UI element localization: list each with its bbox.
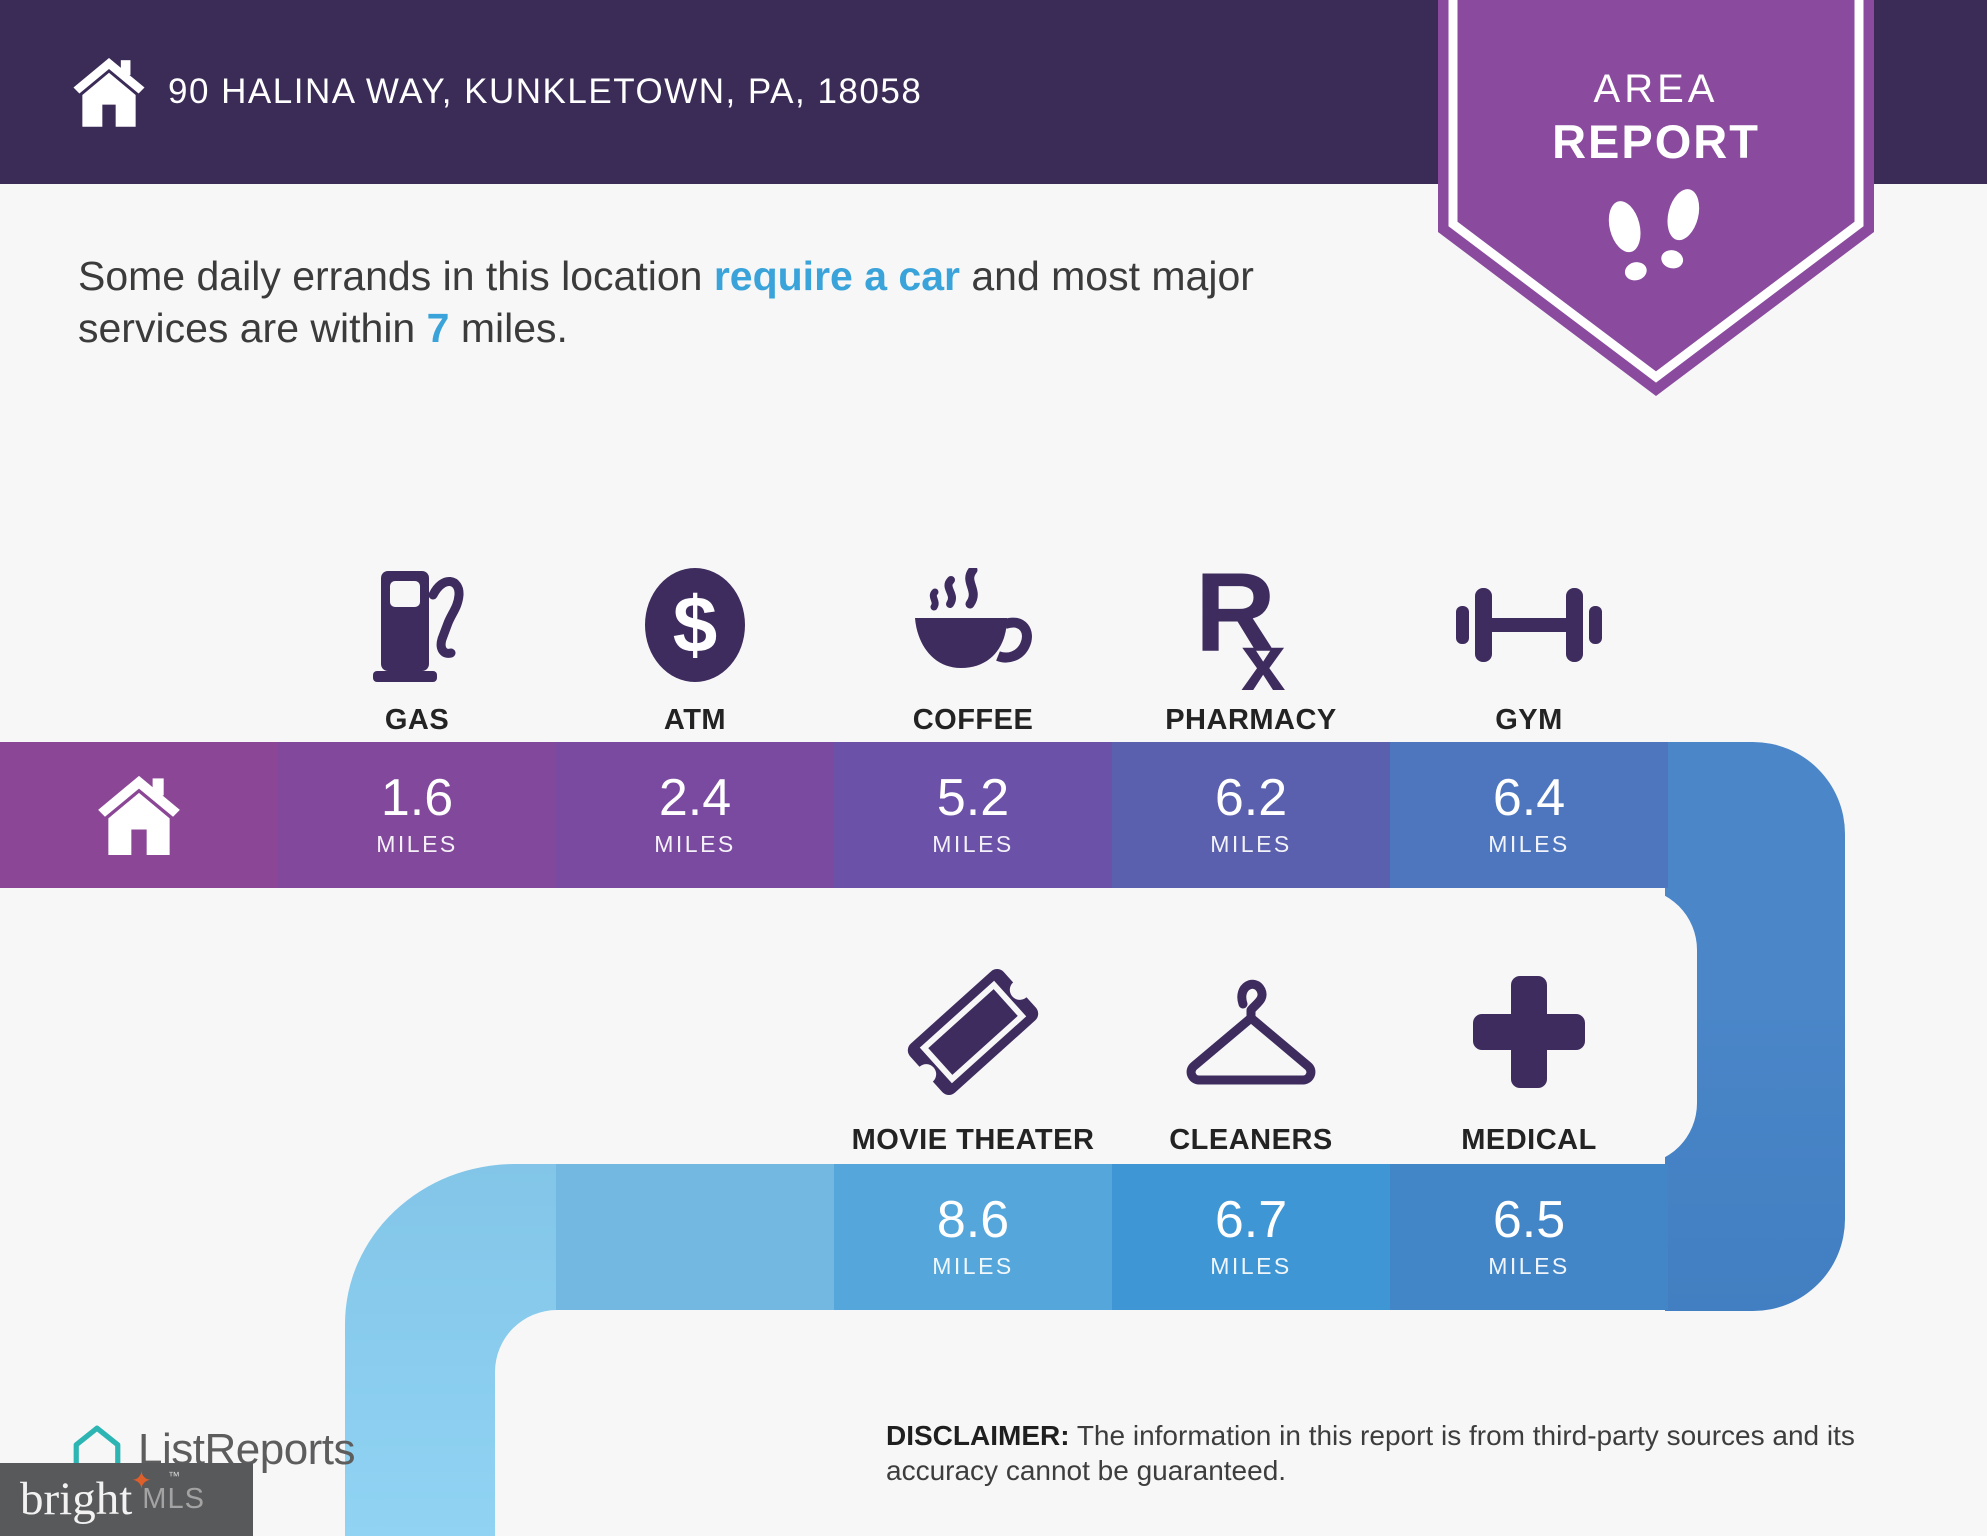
home-cell bbox=[0, 742, 278, 888]
distance-cell-cleaners: 6.7 MILES bbox=[1112, 1164, 1390, 1310]
area-report-badge: AREA REPORT bbox=[1438, 0, 1874, 396]
svg-text:$: $ bbox=[673, 580, 718, 669]
footprints-icon bbox=[1608, 189, 1700, 281]
cleaners-icon-slot bbox=[1166, 954, 1336, 1110]
intro-seg4: miles. bbox=[449, 305, 568, 352]
distance-unit: MILES bbox=[1210, 831, 1292, 857]
home-icon-band bbox=[98, 775, 180, 855]
distance-unit: MILES bbox=[1488, 1253, 1570, 1279]
distance-cell-movie-theater: 8.6 MILES bbox=[834, 1164, 1112, 1310]
distance-value: 5.2 bbox=[936, 769, 1010, 827]
amenity-label-medical: MEDICAL bbox=[1461, 1124, 1597, 1156]
disclaimer-text: DISCLAIMER: The information in this repo… bbox=[886, 1418, 1926, 1488]
gas-icon-slot bbox=[332, 558, 502, 692]
pharmacy-rx-icon: R x bbox=[1195, 559, 1286, 691]
amenity-label-cleaners: CLEANERS bbox=[1169, 1124, 1333, 1156]
distance-unit: MILES bbox=[1210, 1253, 1292, 1279]
medical-icon-slot bbox=[1444, 954, 1614, 1110]
trademark-symbol: ™ bbox=[168, 1469, 180, 1483]
empty-band-cell bbox=[556, 1164, 834, 1310]
distance-value: 1.6 bbox=[380, 769, 454, 827]
svg-text:x: x bbox=[1241, 618, 1286, 691]
cleaners-hanger-icon bbox=[1186, 979, 1316, 1085]
amenity-label-gym: GYM bbox=[1495, 704, 1563, 736]
distance-unit: MILES bbox=[654, 831, 736, 857]
atm-dollar-icon: $ bbox=[645, 568, 745, 682]
mls-wordmark: MLS bbox=[142, 1483, 205, 1515]
intro-seg3: services are within bbox=[78, 305, 427, 352]
distance-cell-coffee: 5.2 MILES bbox=[834, 742, 1112, 888]
distance-unit: MILES bbox=[932, 1253, 1014, 1279]
distance-cell-pharmacy: 6.2 MILES bbox=[1112, 742, 1390, 888]
amenity-label-atm: ATM bbox=[663, 704, 727, 736]
bright-spark-icon: ✦ bbox=[131, 1467, 152, 1495]
distance-cell-gas: 1.6 MILES bbox=[278, 742, 556, 888]
intro-seg1: Some daily errands in this location bbox=[78, 253, 714, 299]
home-icon-header bbox=[73, 57, 145, 127]
intro-seg2: and most major bbox=[959, 253, 1254, 299]
property-address: 90 HALINA WAY, KUNKLETOWN, PA, 18058 bbox=[168, 72, 923, 111]
distance-value: 2.4 bbox=[658, 769, 732, 827]
distance-cell-medical: 6.5 MILES bbox=[1390, 1164, 1668, 1310]
gym-icon-slot bbox=[1444, 558, 1614, 692]
medical-cross-icon bbox=[1473, 976, 1585, 1088]
amenity-label-coffee: COFFEE bbox=[912, 704, 1034, 736]
intro-text: Some daily errands in this location requ… bbox=[78, 250, 1398, 355]
disclaimer-label: DISCLAIMER: bbox=[886, 1420, 1070, 1451]
distance-value: 6.4 bbox=[1492, 769, 1566, 827]
brightmls-logo: bright ✦ ™ MLS bbox=[0, 1463, 253, 1536]
badge-title-line1: AREA bbox=[1594, 67, 1719, 111]
distance-unit: MILES bbox=[932, 831, 1014, 857]
distance-value: 6.5 bbox=[1492, 1191, 1566, 1249]
coffee-cup-icon bbox=[915, 568, 1032, 668]
distance-value: 6.7 bbox=[1214, 1191, 1288, 1249]
distance-unit: MILES bbox=[376, 831, 458, 857]
bright-wordmark: bright bbox=[20, 1473, 133, 1525]
distance-cell-atm: 2.4 MILES bbox=[556, 742, 834, 888]
intro-highlight-car: require a car bbox=[713, 253, 960, 299]
disclaimer-body: The information in this report is from t… bbox=[886, 1420, 1855, 1486]
pharmacy-icon-slot: R x bbox=[1166, 558, 1336, 692]
distance-value: 8.6 bbox=[936, 1191, 1010, 1249]
amenity-label-gas: GAS bbox=[384, 704, 450, 736]
badge-inner-border bbox=[1448, 0, 1864, 383]
gas-pump-icon bbox=[373, 571, 464, 682]
band-left-inner-gap bbox=[495, 1310, 935, 1536]
coffee-icon-slot bbox=[888, 558, 1058, 692]
distance-value: 6.2 bbox=[1214, 769, 1288, 827]
distance-unit: MILES bbox=[1488, 831, 1570, 857]
movie-ticket-icon bbox=[907, 969, 1039, 1095]
distance-cell-gym: 6.4 MILES bbox=[1390, 742, 1668, 888]
badge-title-line2: REPORT bbox=[1552, 115, 1760, 168]
atm-icon-slot: $ bbox=[610, 558, 780, 692]
amenity-label-movie-theater: MOVIE THEATER bbox=[851, 1124, 1095, 1156]
svg-text:R: R bbox=[1195, 559, 1276, 675]
badge-shape bbox=[1438, 0, 1874, 396]
intro-highlight-miles: 7 bbox=[426, 305, 450, 352]
movie-theater-icon-slot bbox=[888, 954, 1058, 1110]
amenity-label-pharmacy: PHARMACY bbox=[1165, 704, 1337, 736]
gym-dumbbell-icon bbox=[1456, 588, 1602, 662]
